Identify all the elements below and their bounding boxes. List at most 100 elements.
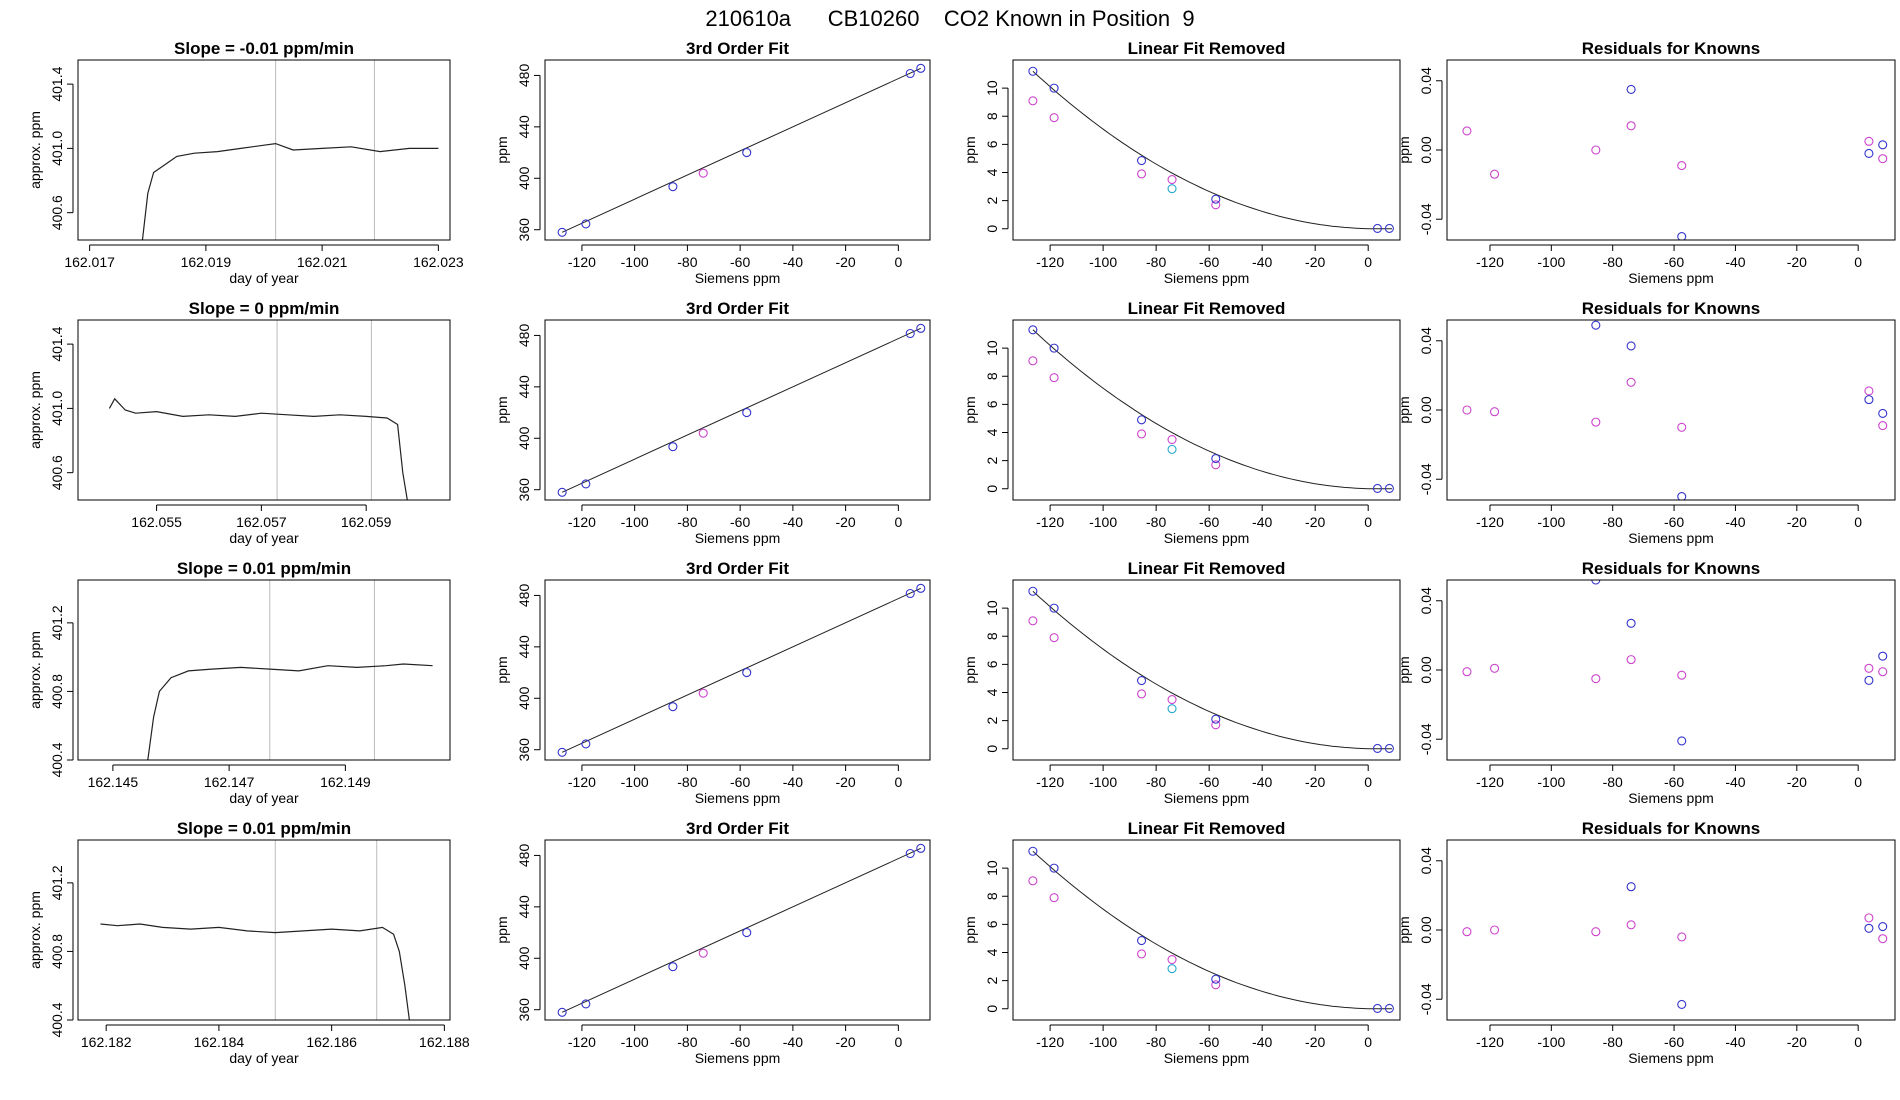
linfit-y-tick-label: 8	[984, 632, 1000, 640]
linfit-standard-point	[1028, 96, 1038, 106]
trace-x-tick-label: 162.188	[419, 1034, 470, 1050]
linfit-x-tick-label: -60	[1199, 1034, 1219, 1050]
linfit-y-tick-label: 8	[984, 892, 1000, 900]
residual-standard-point	[1626, 920, 1636, 930]
linfit-plot-frame	[1012, 59, 1401, 241]
linfit-x-tick-label: -20	[1305, 514, 1325, 530]
residual-standard-point	[1591, 674, 1601, 684]
linfit-x-axis-label: Siemens ppm	[1164, 790, 1250, 806]
trace-y-tick-label: 400.6	[49, 195, 65, 230]
trace-x-tick-label: 162.149	[320, 774, 371, 790]
fit-x-tick-label: 0	[894, 254, 902, 270]
fit-data-point	[905, 68, 915, 79]
residuals-x-tick-label: -80	[1603, 514, 1623, 530]
linfit-y-tick-label: 2	[984, 197, 1000, 205]
residuals-plot-frame	[1446, 319, 1896, 501]
linfit-y-axis-label: ppm	[962, 916, 978, 943]
trace-x-tick-label: 162.147	[204, 774, 255, 790]
fit-standard-point	[698, 948, 708, 958]
residual-data-point	[1878, 140, 1888, 150]
residual-data-point	[1626, 618, 1636, 628]
residuals-y-axis-label: ppm	[1396, 656, 1412, 683]
residuals-y-tick-label: 0.04	[1418, 587, 1434, 614]
fit-data-point	[905, 588, 915, 599]
fit-standard-point	[698, 168, 708, 178]
residuals-x-tick-label: -20	[1787, 254, 1807, 270]
residuals-x-tick-label: -40	[1725, 514, 1745, 530]
fit-x-tick-label: -120	[568, 1034, 596, 1050]
linfit-standard-point	[1137, 949, 1147, 959]
linfit-x-tick-label: -80	[1146, 774, 1166, 790]
panel-grid: 162.017 162.019 162.021 162.023400.6401.040…	[27, 39, 1896, 1066]
fit-data-point	[916, 583, 926, 593]
fit-x-axis-label: Siemens ppm	[695, 1050, 781, 1066]
trace-plot-frame	[77, 839, 451, 1021]
trace-x-tick-label: 162.021	[297, 254, 348, 270]
residual-standard-point	[1864, 913, 1874, 923]
residual-standard-point	[1490, 925, 1500, 935]
residual-data-point	[1677, 999, 1687, 1009]
fit-y-tick-label: 440	[516, 375, 532, 399]
fit-x-tick-label: -40	[783, 774, 803, 790]
linfit-check-point	[1167, 704, 1177, 714]
fit-data-point	[557, 227, 567, 237]
linfit-x-tick-label: -20	[1305, 254, 1325, 270]
residual-data-point	[1878, 921, 1888, 932]
linfit-y-tick-label: 6	[984, 140, 1000, 148]
linfit-y-tick-label: 4	[984, 168, 1000, 176]
residuals-x-tick-label: -80	[1603, 774, 1623, 790]
residuals-x-tick-label: -40	[1725, 1034, 1745, 1050]
fit-y-tick-label: 400	[516, 946, 532, 970]
linfit-y-tick-label: 0	[984, 1005, 1000, 1013]
residuals-x-tick-label: -120	[1476, 774, 1504, 790]
trace-x-axis-label: day of year	[229, 530, 299, 546]
fit-x-tick-label: -120	[568, 774, 596, 790]
trace-y-tick-label: 401.4	[49, 326, 65, 361]
fit-y-axis-label: ppm	[494, 396, 510, 423]
linfit-standard-point	[1167, 174, 1177, 185]
linfit-x-tick-label: -60	[1199, 514, 1219, 530]
residual-standard-point	[1462, 126, 1472, 136]
fit-data-point	[668, 442, 678, 452]
fit-y-tick-label: 480	[516, 64, 532, 88]
linfit-standard-point	[1167, 434, 1177, 445]
linfit-y-tick-label: 4	[984, 688, 1000, 696]
linfit-panel-title: Linear Fit Removed	[1128, 299, 1286, 318]
linfit-data-point	[1049, 863, 1059, 873]
residual-data-point	[1626, 84, 1636, 94]
linfit-panel-row-2: -120 -100 -80 -60 -40 -20 0 0 2 4 6 8 10 Siemens ppm p…	[962, 559, 1401, 806]
linfit-y-tick-label: 10	[984, 80, 1000, 96]
residual-data-point	[1591, 580, 1601, 585]
residual-data-point	[1864, 148, 1874, 159]
residual-data-point	[1591, 320, 1601, 330]
trace-y-axis-label: approx. ppm	[27, 631, 43, 709]
linfit-data-point	[1372, 483, 1383, 494]
fit-y-axis-label: ppm	[494, 916, 510, 943]
fit-y-tick-label: 440	[516, 895, 532, 919]
linfit-x-tick-label: -80	[1146, 1034, 1166, 1050]
fit-curve	[561, 67, 921, 233]
residuals-x-tick-label: 0	[1854, 254, 1862, 270]
linfit-standard-point	[1049, 373, 1059, 383]
fit-panel-title: 3rd Order Fit	[686, 39, 789, 58]
trace-x-tick-label: 162.186	[306, 1034, 357, 1050]
fit-curve	[561, 847, 921, 1013]
linfit-data-point	[1137, 415, 1147, 425]
linfit-standard-point	[1049, 893, 1059, 903]
residuals-panel-row-2: -120 -100 -80 -60 -40 -20 0 -0.04 0.00 0.04 Siemen…	[1396, 559, 1896, 806]
trace-y-tick-label: 400.8	[49, 674, 65, 709]
residuals-x-tick-label: -60	[1664, 1034, 1684, 1050]
linfit-data-point	[1211, 453, 1221, 464]
residuals-y-tick-label: -0.04	[1418, 203, 1434, 235]
linfit-standard-point	[1028, 616, 1038, 626]
fit-panel-row-2: -120 -100 -80 -60 -40 -20 0 360 400 440 480 Siemens…	[494, 559, 931, 806]
residual-data-point	[1677, 231, 1687, 240]
residuals-x-axis-label: Siemens ppm	[1628, 530, 1714, 546]
linfit-standard-point	[1049, 633, 1059, 643]
residual-standard-point	[1677, 422, 1687, 432]
residuals-plot-frame	[1446, 839, 1896, 1021]
fit-x-tick-label: 0	[894, 774, 902, 790]
linfit-y-tick-label: 0	[984, 745, 1000, 753]
trace-x-tick-label: 162.184	[194, 1034, 245, 1050]
